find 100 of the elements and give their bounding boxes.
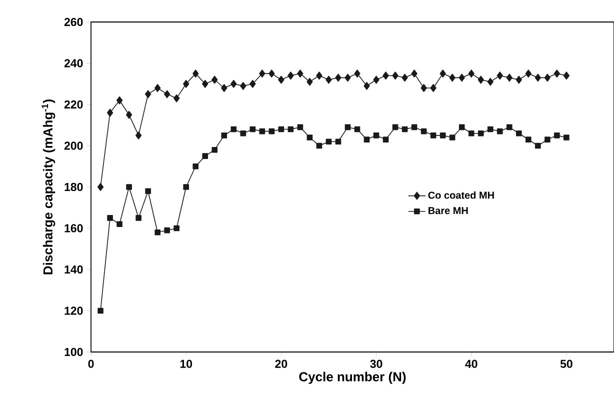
- x-tick-label: 10: [180, 360, 192, 368]
- point: [316, 142, 322, 149]
- point: [154, 84, 161, 92]
- point: [259, 70, 266, 78]
- point: [468, 130, 474, 136]
- point: [230, 126, 237, 132]
- point: [107, 215, 113, 221]
- point: [126, 184, 132, 190]
- point: [173, 94, 180, 102]
- point: [278, 76, 284, 84]
- point: [145, 188, 151, 194]
- point: [259, 128, 266, 134]
- point: [297, 70, 304, 78]
- point: [326, 138, 332, 145]
- point: [364, 136, 370, 142]
- point: [212, 76, 218, 84]
- point: [535, 142, 541, 149]
- point: [420, 84, 427, 92]
- point: [392, 124, 398, 130]
- y-tick-label: 260: [64, 18, 83, 26]
- point: [496, 128, 503, 134]
- point: [354, 70, 360, 78]
- point: [97, 182, 104, 191]
- point: [373, 132, 380, 138]
- point: [192, 70, 199, 78]
- point: [136, 215, 142, 221]
- x-tick-label: 40: [465, 360, 478, 368]
- point: [487, 78, 494, 86]
- point: [354, 126, 360, 132]
- point: [344, 74, 351, 82]
- point: [382, 72, 389, 80]
- point: [449, 134, 456, 140]
- point: [525, 70, 532, 78]
- point: [250, 80, 256, 88]
- y-tick-label: 200: [64, 142, 83, 150]
- point: [98, 308, 104, 314]
- point: [430, 84, 436, 92]
- point: [335, 74, 342, 82]
- point: [192, 163, 198, 170]
- y-tick-label: 240: [64, 59, 83, 68]
- y-tick-label: 120: [64, 306, 83, 315]
- point: [288, 72, 294, 80]
- point: [402, 126, 408, 132]
- x-axis-title: Cycle number (N): [299, 372, 406, 384]
- x-tick-label: 0: [88, 360, 94, 368]
- point: [126, 110, 132, 119]
- point: [221, 84, 228, 92]
- point: [468, 70, 474, 78]
- point: [564, 134, 570, 140]
- point: [154, 229, 160, 236]
- point: [411, 70, 418, 78]
- point: [411, 124, 418, 130]
- point: [440, 132, 446, 138]
- y-tick-label: 180: [64, 182, 83, 192]
- point: [144, 90, 152, 98]
- point: [516, 130, 522, 136]
- point: [164, 90, 170, 98]
- point: [326, 76, 332, 84]
- point: [458, 74, 465, 82]
- point: [116, 96, 123, 104]
- point: [202, 153, 208, 159]
- point: [268, 70, 275, 78]
- point: [240, 130, 246, 136]
- point: [496, 72, 503, 80]
- point: [544, 74, 551, 82]
- point: [458, 124, 465, 130]
- y-tick-label: 160: [64, 224, 83, 232]
- point: [106, 108, 114, 117]
- point: [478, 76, 484, 84]
- point: [182, 80, 190, 88]
- point: [288, 126, 294, 132]
- point: [344, 124, 351, 130]
- point: [183, 184, 189, 190]
- point: [478, 130, 484, 136]
- point: [212, 146, 218, 153]
- point: [135, 131, 142, 140]
- point: [278, 126, 284, 132]
- point: [430, 132, 436, 138]
- point: [306, 134, 313, 140]
- point: [316, 72, 322, 80]
- point: [420, 128, 427, 134]
- point: [297, 124, 304, 130]
- point: [268, 128, 275, 134]
- point: [506, 124, 512, 130]
- point: [116, 221, 122, 228]
- point: [402, 74, 408, 82]
- point: [174, 225, 180, 232]
- x-tick-label: 50: [560, 360, 572, 368]
- point: [440, 70, 446, 78]
- point: [506, 74, 512, 82]
- point: [534, 74, 542, 82]
- point: [364, 82, 370, 90]
- point: [487, 126, 494, 132]
- point: [554, 70, 560, 78]
- point: [449, 74, 456, 82]
- point: [335, 138, 342, 145]
- y-tick-label: 220: [64, 100, 83, 109]
- point: [230, 80, 237, 88]
- y-axis-title: Discharge capacity (mAhg$^{-1}$): [42, 100, 56, 274]
- y-tick-label: 100: [64, 348, 83, 356]
